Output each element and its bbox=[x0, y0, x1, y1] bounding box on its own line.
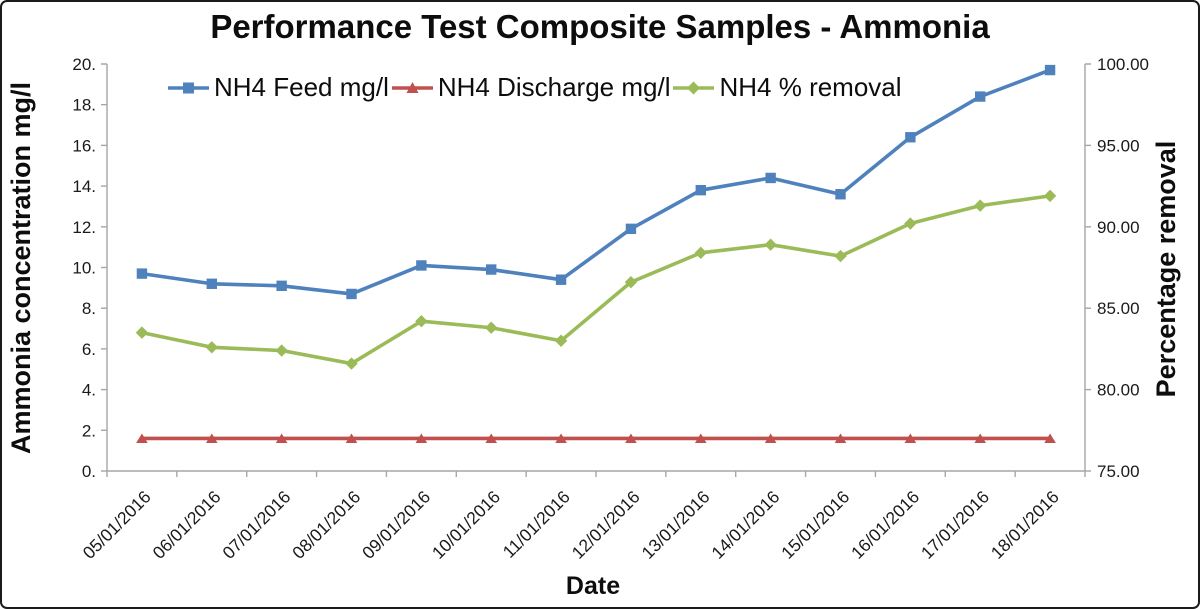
series-nh4-feed-mg-l-marker bbox=[555, 274, 567, 285]
y-axis-title-right: Percentage removal bbox=[1151, 140, 1181, 398]
x-tick-label: 08/01/2016 bbox=[288, 487, 364, 563]
x-tick-label: 11/01/2016 bbox=[499, 487, 574, 562]
series-nh4-removal-marker bbox=[135, 326, 149, 339]
y-left-tick-label: 20. bbox=[72, 55, 96, 74]
series-nh4-feed-mg-l-marker bbox=[416, 260, 427, 271]
series-nh4-removal-marker bbox=[345, 357, 358, 370]
series-nh4-removal-marker bbox=[694, 246, 707, 260]
y-left-tick-label: 18. bbox=[72, 96, 96, 115]
series-nh4-feed-mg-l-marker bbox=[206, 278, 217, 289]
series-nh4-removal-marker bbox=[485, 321, 498, 334]
series-nh4-removal-marker bbox=[415, 315, 428, 328]
series-nh4-discharge-mg-l-marker bbox=[136, 433, 148, 444]
y-right-tick-label: 85.00 bbox=[1097, 299, 1140, 318]
series-nh4-removal-marker bbox=[834, 249, 847, 263]
series-nh4-feed-mg-l-marker bbox=[835, 189, 846, 200]
series-nh4-feed-mg-l-marker bbox=[276, 280, 287, 292]
legend: NH4 Feed mg/l NH4 Discharge mg/l NH4 % r… bbox=[165, 72, 902, 103]
x-tick-label: 05/01/2016 bbox=[79, 487, 155, 563]
series-nh4-removal-marker bbox=[764, 238, 777, 251]
x-tick-label: 18/01/2016 bbox=[987, 487, 1063, 563]
series-nh4-feed-mg-l-marker bbox=[346, 288, 357, 300]
series-nh4-feed-mg-l-marker bbox=[975, 91, 986, 102]
discharge-series-marker-icon bbox=[391, 81, 433, 93]
legend-item-nh4-discharge: NH4 Discharge mg/l bbox=[389, 72, 671, 103]
series-nh4-discharge-mg-l-marker bbox=[694, 433, 707, 444]
y-left-tick-label: 2. bbox=[82, 421, 96, 440]
y-right-tick-label: 100.00 bbox=[1097, 55, 1149, 74]
series-nh4-discharge-mg-l-marker bbox=[974, 433, 987, 444]
series-nh4-removal-marker bbox=[554, 334, 568, 347]
y-right-tick-label: 80.00 bbox=[1097, 381, 1140, 400]
series-nh4-feed-mg-l-marker bbox=[905, 132, 916, 143]
legend-label-nh4-discharge: NH4 Discharge mg/l bbox=[437, 72, 671, 102]
series-nh4-discharge-mg-l-marker bbox=[1044, 433, 1056, 444]
x-tick-label: 10/01/2016 bbox=[428, 487, 504, 563]
series-nh4-discharge-mg-l-marker bbox=[764, 433, 777, 444]
series-nh4-discharge-mg-l-marker bbox=[485, 433, 498, 444]
x-tick-label: 16/01/2016 bbox=[847, 487, 923, 563]
x-tick-label: 13/01/2016 bbox=[638, 487, 714, 563]
series-nh4-discharge-mg-l-marker bbox=[904, 433, 917, 444]
series-nh4-discharge-mg-l-marker bbox=[625, 433, 637, 444]
x-tick-label: 17/01/2016 bbox=[917, 487, 993, 563]
series-nh4-feed-mg-l-line bbox=[140, 68, 1052, 296]
legend-item-nh4-feed: NH4 Feed mg/l bbox=[165, 72, 389, 103]
x-tick-label: 12/01/2016 bbox=[568, 487, 644, 563]
legend-item-nh4-removal: NH4 % removal bbox=[670, 72, 902, 103]
chart-title: Performance Test Composite Samples - Amm… bbox=[210, 8, 990, 45]
y-left-tick-label: 12. bbox=[72, 218, 96, 237]
series-nh4-feed-mg-l-marker bbox=[486, 264, 497, 275]
y-left-tick-label: 16. bbox=[72, 136, 96, 155]
series-nh4-discharge-mg-l-marker bbox=[555, 433, 567, 444]
y-left-tick-label: 6. bbox=[82, 340, 96, 359]
series-nh4-discharge-mg-l-marker bbox=[275, 433, 288, 444]
y-left-tick-label: 4. bbox=[82, 381, 96, 400]
series-nh4-feed-mg-l-marker bbox=[136, 268, 148, 279]
series-nh4-feed-mg-l-marker bbox=[1044, 64, 1056, 76]
y-right-tick-label: 90.00 bbox=[1097, 218, 1140, 237]
legend-label-nh4-feed: NH4 Feed mg/l bbox=[214, 72, 389, 102]
series-nh4-feed-mg-l-marker bbox=[765, 172, 776, 184]
series-nh4-removal-marker bbox=[904, 217, 917, 230]
series-nh4-removal-marker bbox=[624, 275, 638, 289]
y-right-tick-label: 75.00 bbox=[1097, 462, 1140, 481]
series-nh4-discharge-mg-l-marker bbox=[834, 433, 847, 444]
x-tick-label: 09/01/2016 bbox=[358, 487, 434, 563]
y-right-tick-label: 95.00 bbox=[1097, 136, 1140, 155]
x-tick-label: 15/01/2016 bbox=[777, 487, 853, 563]
x-axis-title: Date bbox=[565, 572, 621, 600]
series-nh4-feed-mg-l-marker bbox=[695, 184, 706, 196]
y-left-tick-label: 14. bbox=[72, 177, 96, 196]
series-nh4-removal-marker bbox=[275, 344, 288, 357]
x-tick-label: 14/01/2016 bbox=[707, 487, 783, 563]
series-nh4-removal-marker bbox=[974, 199, 987, 212]
legend-label-nh4-removal: NH4 % removal bbox=[719, 72, 902, 102]
series-nh4-discharge-mg-l-marker bbox=[415, 433, 428, 444]
feed-series-marker-icon bbox=[168, 82, 209, 93]
y-left-tick-label: 0. bbox=[82, 462, 96, 481]
series-nh4-feed-mg-l-marker bbox=[625, 223, 637, 235]
series-nh4-discharge-mg-l-marker bbox=[205, 433, 218, 444]
series-nh4-discharge-mg-l-marker bbox=[345, 433, 358, 444]
series-nh4-removal-marker bbox=[205, 341, 218, 354]
y-left-tick-label: 8. bbox=[82, 299, 96, 318]
series-nh4-removal-line bbox=[140, 194, 1052, 366]
y-axis-title-left: Ammonia concentration mg/l bbox=[6, 81, 36, 455]
removal-series-marker-icon bbox=[673, 81, 715, 94]
y-left-tick-label: 10. bbox=[72, 258, 96, 277]
x-tick-label: 07/01/2016 bbox=[218, 487, 294, 563]
series-nh4-removal-marker bbox=[1043, 189, 1057, 203]
x-tick-label: 06/01/2016 bbox=[149, 487, 225, 563]
